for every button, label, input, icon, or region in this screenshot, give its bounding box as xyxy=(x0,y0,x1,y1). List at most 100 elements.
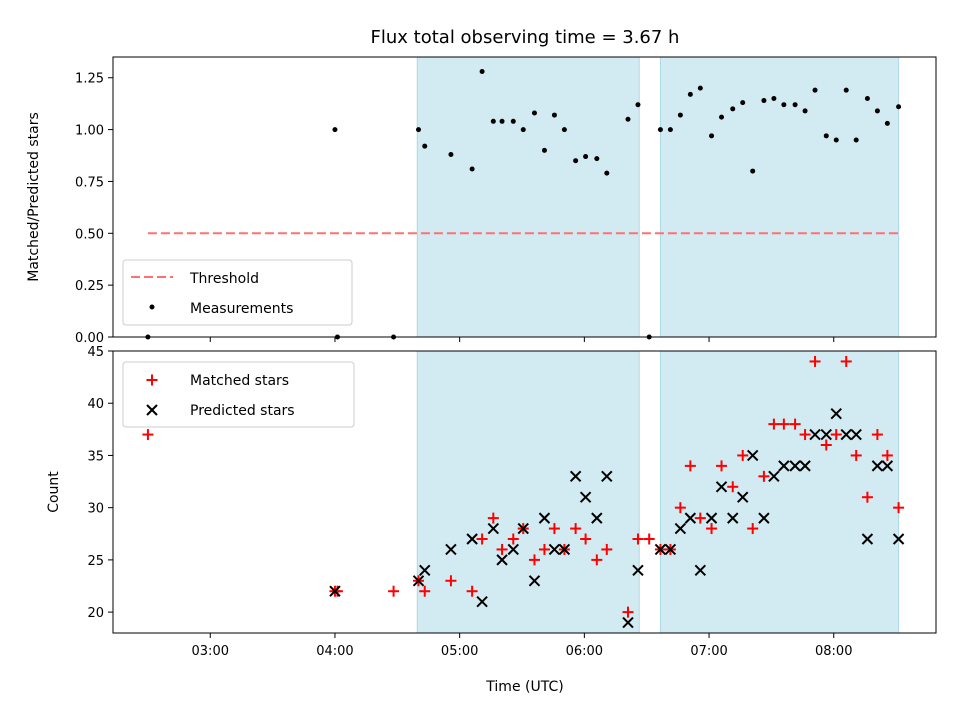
predicted-star-point xyxy=(569,470,582,483)
measurement-point xyxy=(771,95,777,101)
measurement-point xyxy=(874,108,880,114)
top-shaded-spans xyxy=(416,56,900,338)
measurement-point xyxy=(719,114,725,120)
measurement-point xyxy=(490,118,496,124)
matched-star-point xyxy=(419,585,431,597)
measurement-point xyxy=(448,151,454,157)
matched-star-point xyxy=(684,460,696,472)
measurement-point xyxy=(709,133,715,139)
predicted-star-point xyxy=(632,564,644,577)
bottom-predicted-points xyxy=(329,407,905,629)
x-tick-label: 03:00 xyxy=(192,644,229,659)
predicted-star-point xyxy=(768,470,780,483)
measurement-point xyxy=(583,154,589,160)
predicted-star-point xyxy=(591,512,603,524)
matched-star-point xyxy=(694,512,706,524)
legend-measurements-swatch xyxy=(149,304,155,310)
matched-star-point xyxy=(747,523,759,535)
matched-star-point xyxy=(809,355,821,367)
matched-star-point xyxy=(643,533,655,545)
matched-star-point xyxy=(716,460,728,472)
x-tick-label: 07:00 xyxy=(690,644,727,659)
shaded-span-2 xyxy=(659,350,900,634)
measurement-point xyxy=(604,170,610,176)
predicted-star-point xyxy=(558,543,571,556)
legend-predicted-swatch xyxy=(146,404,158,416)
matched-star-point xyxy=(758,470,770,482)
legend-matched-label: Matched stars xyxy=(190,373,289,389)
predicted-star-point xyxy=(840,428,852,441)
predicted-star-point xyxy=(466,533,478,545)
predicted-star-point xyxy=(528,575,541,587)
top-axes-frame xyxy=(112,56,937,338)
predicted-star-point xyxy=(507,543,519,556)
predicted-star-point xyxy=(476,595,488,608)
y-tick-label: 35 xyxy=(87,449,104,464)
measurement-point xyxy=(781,102,787,108)
measurement-point xyxy=(740,100,746,106)
matched-star-point xyxy=(528,554,540,566)
predicted-star-point xyxy=(548,543,561,556)
predicted-star-point xyxy=(727,512,739,524)
measurement-point xyxy=(416,127,422,133)
measurement-point xyxy=(541,147,547,153)
predicted-star-point xyxy=(517,522,529,535)
y-tick-label: 20 xyxy=(87,606,104,621)
predicted-star-point xyxy=(664,543,677,556)
matched-star-point xyxy=(830,429,842,441)
predicted-star-point xyxy=(654,543,667,556)
top-y-ticks: 0.00 0.25 0.50 0.75 1.00 1.25 xyxy=(75,72,113,346)
bottom-shaded-spans xyxy=(416,350,900,634)
top-legend-box xyxy=(122,259,353,326)
predicted-star-point xyxy=(487,522,500,535)
x-tick-label: 06:00 xyxy=(566,644,603,659)
predicted-star-point xyxy=(496,554,508,566)
y-tick-label: 25 xyxy=(87,554,104,569)
matched-star-point xyxy=(580,533,592,545)
measurement-point xyxy=(422,143,428,149)
measurement-point xyxy=(667,127,673,133)
measurement-point xyxy=(792,102,798,108)
y-tick-label: 1.00 xyxy=(75,124,104,139)
predicted-star-point xyxy=(674,522,687,535)
measurement-point xyxy=(479,69,485,75)
predicted-star-point xyxy=(737,491,749,503)
legend-predicted-label: Predicted stars xyxy=(190,403,295,419)
measurement-point xyxy=(499,118,505,124)
bottom-y-axis-label: Count xyxy=(46,471,62,513)
bottom-y-ticks: 20 25 30 35 40 45 xyxy=(87,345,113,621)
predicted-star-point xyxy=(705,512,718,524)
shaded-span-2 xyxy=(659,56,900,338)
bottom-x-ticks: 03:00 04:00 05:00 06:00 07:00 08:00 xyxy=(192,633,852,659)
top-legend: Threshold Measurements xyxy=(122,259,353,326)
y-tick-label: 0.00 xyxy=(75,331,104,346)
predicted-star-point xyxy=(892,533,905,545)
measurement-point xyxy=(823,133,829,139)
matched-star-point xyxy=(466,585,478,597)
shaded-span-1 xyxy=(416,56,640,338)
measurement-point xyxy=(520,127,526,133)
measurement-point xyxy=(531,110,537,116)
predicted-star-point xyxy=(579,491,592,503)
matched-star-point xyxy=(799,429,811,441)
x-tick-label: 04:00 xyxy=(316,644,353,659)
measurement-point xyxy=(687,91,693,97)
y-tick-label: 0.25 xyxy=(75,279,104,294)
measurement-point xyxy=(864,95,870,101)
matched-star-point xyxy=(548,523,560,535)
y-tick-label: 1.25 xyxy=(75,72,104,87)
predicted-star-point xyxy=(538,512,551,524)
predicted-star-point xyxy=(820,428,832,441)
matched-star-point xyxy=(538,543,550,555)
bottom-legend-box xyxy=(122,361,355,428)
x-tick-label: 05:00 xyxy=(441,644,478,659)
predicted-star-point xyxy=(622,616,634,629)
matched-star-point xyxy=(496,543,508,555)
y-tick-label: 30 xyxy=(87,502,104,517)
matched-star-point xyxy=(861,491,873,503)
matched-star-point xyxy=(778,418,790,430)
measurement-point xyxy=(884,120,890,126)
matched-star-point xyxy=(727,481,739,493)
measurement-point xyxy=(761,98,767,104)
